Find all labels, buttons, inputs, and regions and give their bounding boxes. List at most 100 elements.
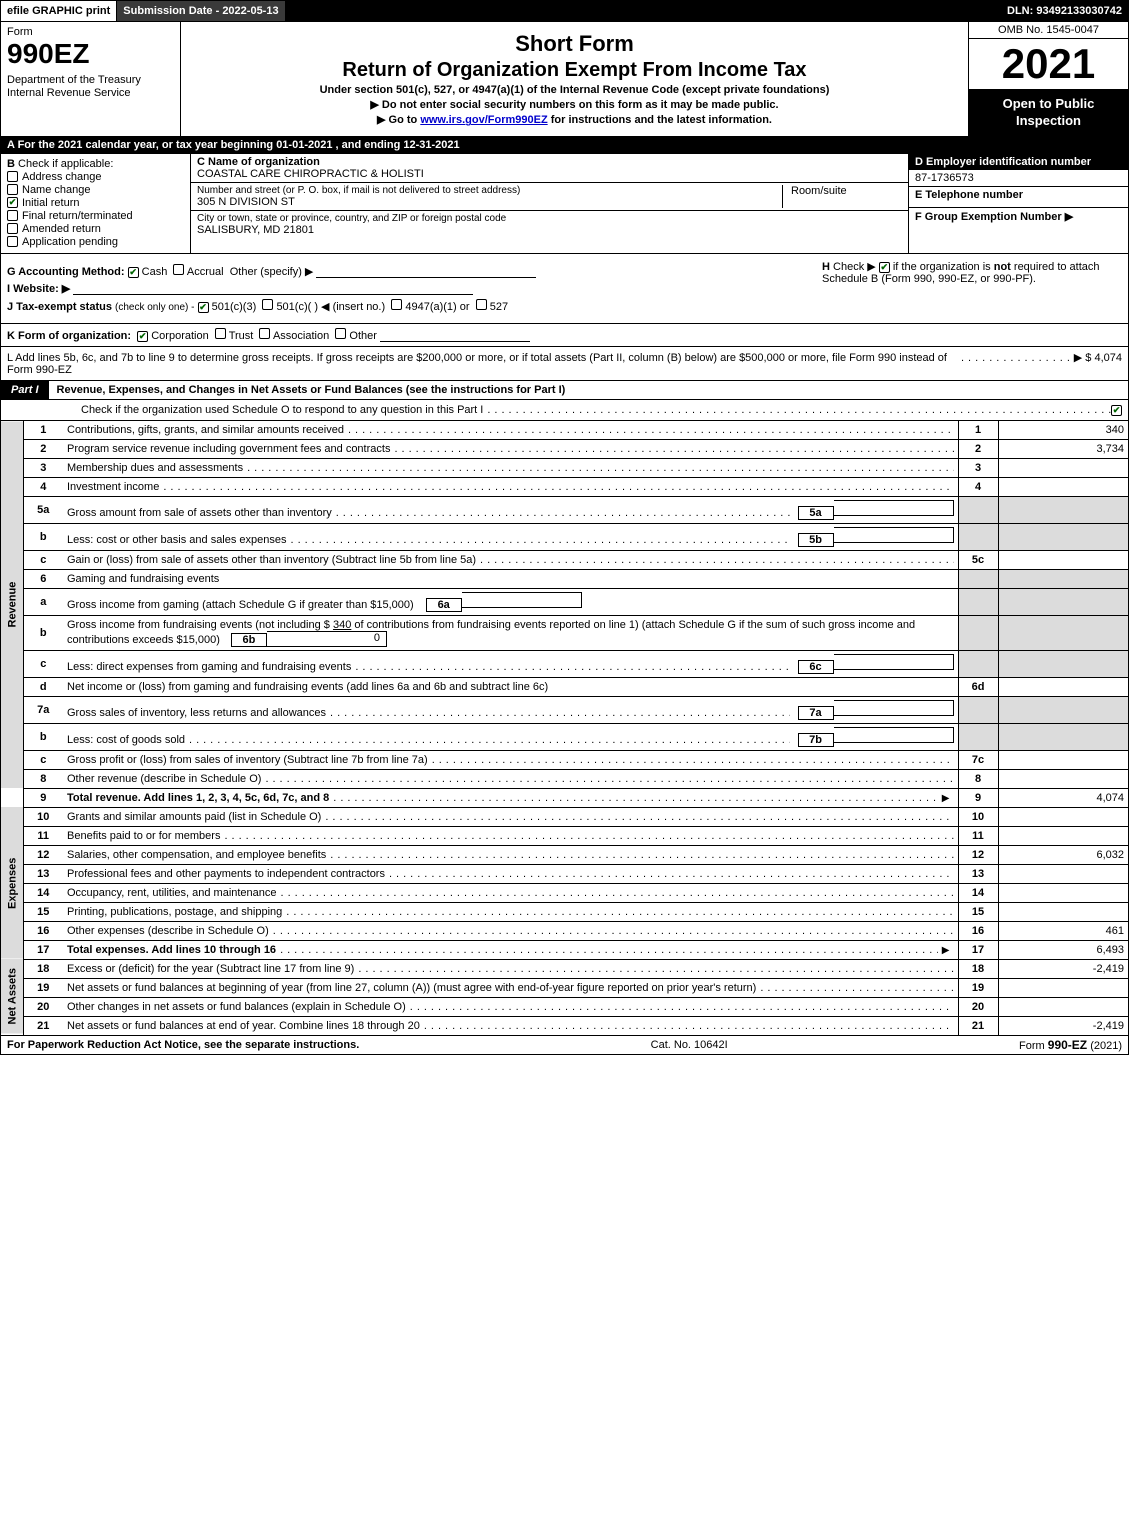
h-section: H Check ▶ if the organization is not req… [822,260,1122,317]
main-title: Return of Organization Exempt From Incom… [189,59,960,82]
org-name: COASTAL CARE CHIROPRACTIC & HOLISTI [197,168,902,180]
row-8: 8 Other revenue (describe in Schedule O)… [1,769,1128,788]
chk-name-change[interactable]: Name change [7,184,184,196]
row-7a: 7a Gross sales of inventory, less return… [1,696,1128,723]
chk-initial-return[interactable]: Initial return [7,197,184,209]
row-5c: c Gain or (loss) from sale of assets oth… [1,550,1128,569]
chk-address-change[interactable]: Address change [7,171,184,183]
checkbox-icon[interactable] [879,262,890,273]
row-5b: b Less: cost or other basis and sales ex… [1,523,1128,550]
g-line: G Accounting Method: Cash Accrual Other … [7,264,802,278]
header-center: Short Form Return of Organization Exempt… [181,22,968,136]
street-label: Number and street (or P. O. box, if mail… [197,185,782,196]
row-6a: a Gross income from gaming (attach Sched… [1,588,1128,615]
checkbox-icon[interactable] [335,328,346,339]
checkbox-icon[interactable] [391,299,402,310]
checkbox-icon[interactable] [198,302,209,313]
cat-no: Cat. No. 10642I [651,1039,728,1051]
row-16: 16 Other expenses (describe in Schedule … [1,921,1128,940]
amt-2: 3,734 [998,439,1128,458]
website-blank [73,283,473,295]
amt-1: 340 [998,421,1128,440]
e-label: E Telephone number [915,189,1023,201]
instruction-2: ▶ Go to www.irs.gov/Form990EZ for instru… [189,113,960,126]
sub-line: Under section 501(c), 527, or 4947(a)(1)… [189,84,960,96]
k-line: K Form of organization: Corporation Trus… [0,324,1129,347]
instruction-1: ▶ Do not enter social security numbers o… [189,98,960,111]
c-name-label: C Name of organization [197,156,320,168]
header-left: Form 990EZ Department of the Treasury In… [1,22,181,136]
row-3: 3 Membership dues and assessments 3 [1,458,1128,477]
row-19: 19 Net assets or fund balances at beginn… [1,978,1128,997]
row-21: 21 Net assets or fund balances at end of… [1,1016,1128,1035]
row-6: 6 Gaming and fundraising events [1,569,1128,588]
d-label: D Employer identification number [909,154,1128,170]
checkbox-icon[interactable] [215,328,226,339]
checkbox-icon[interactable] [1111,405,1122,416]
footer-left: For Paperwork Reduction Act Notice, see … [7,1039,359,1051]
submission-date: Submission Date - 2022-05-13 [117,1,285,21]
l-amount: ▶ $ 4,074 [1074,351,1122,364]
gh-left: G Accounting Method: Cash Accrual Other … [7,260,802,317]
form-number: 990EZ [7,40,174,68]
row-6d: d Net income or (loss) from gaming and f… [1,677,1128,696]
checkbox-icon[interactable] [476,299,487,310]
chk-amended-return[interactable]: Amended return [7,223,184,235]
row-6c: c Less: direct expenses from gaming and … [1,650,1128,677]
irs-link[interactable]: www.irs.gov/Form990EZ [420,114,547,126]
row-15: 15 Printing, publications, postage, and … [1,902,1128,921]
chk-application-pending[interactable]: Application pending [7,236,184,248]
row-9: 9 Total revenue. Add lines 1, 2, 3, 4, 5… [1,788,1128,807]
checkbox-icon [7,171,18,182]
dept-label: Department of the Treasury Internal Reve… [7,74,174,100]
row-12: 12 Salaries, other compensation, and emp… [1,845,1128,864]
j-line: J Tax-exempt status (check only one) - 5… [7,299,802,313]
part1-check-row: Check if the organization used Schedule … [0,400,1129,421]
row-14: 14 Occupancy, rent, utilities, and maint… [1,883,1128,902]
checkbox-icon[interactable] [128,267,139,278]
row-20: 20 Other changes in net assets or fund b… [1,997,1128,1016]
top-bar: efile GRAPHIC print Submission Date - 20… [0,0,1129,22]
omb-number: OMB No. 1545-0047 [969,22,1128,39]
room-suite-label: Room/suite [782,185,902,208]
amt-18: -2,419 [998,959,1128,978]
checkbox-icon [7,223,18,234]
form-header: Form 990EZ Department of the Treasury In… [0,22,1129,137]
section-b: B Check if applicable: Address change Na… [1,154,191,253]
part1-title: Revenue, Expenses, and Changes in Net As… [49,381,1128,399]
checkbox-icon[interactable] [262,299,273,310]
section-ghij: G Accounting Method: Cash Accrual Other … [0,254,1129,324]
row-1: Revenue 1 Contributions, gifts, grants, … [1,421,1128,440]
checkbox-icon [7,236,18,247]
amt-12: 6,032 [998,845,1128,864]
city-state-zip: SALISBURY, MD 21801 [197,224,902,236]
row-5a: 5a Gross amount from sale of assets othe… [1,496,1128,523]
chk-final-return[interactable]: Final return/terminated [7,210,184,222]
row-2: 2 Program service revenue including gove… [1,439,1128,458]
checkbox-icon[interactable] [173,264,184,275]
line-a: A For the 2021 calendar year, or tax yea… [0,137,1129,154]
row-18: Net Assets 18 Excess or (deficit) for th… [1,959,1128,978]
checkbox-icon[interactable] [137,331,148,342]
page-footer: For Paperwork Reduction Act Notice, see … [0,1036,1129,1055]
section-c: C Name of organization COASTAL CARE CHIR… [191,154,908,253]
other-blank [316,266,536,278]
short-form-title: Short Form [189,31,960,57]
sidebar-revenue: Revenue [1,421,23,789]
city-label: City or town, state or province, country… [197,213,902,224]
open-inspection: Open to Public Inspection [969,90,1128,136]
row-4: 4 Investment income 4 [1,477,1128,496]
ein-value: 87-1736573 [909,170,1128,186]
i-line: I Website: ▶ [7,282,802,295]
checkbox-icon [7,197,18,208]
checkbox-icon [7,210,18,221]
checkbox-icon [7,184,18,195]
amt-17: 6,493 [998,940,1128,959]
sidebar-net-assets: Net Assets [1,959,23,1035]
street-address: 305 N DIVISION ST [197,196,782,208]
amt-16: 461 [998,921,1128,940]
efile-label[interactable]: efile GRAPHIC print [1,1,117,21]
f-label: F Group Exemption Number ▶ [915,211,1073,223]
row-10: Expenses 10 Grants and similar amounts p… [1,807,1128,826]
checkbox-icon[interactable] [259,328,270,339]
